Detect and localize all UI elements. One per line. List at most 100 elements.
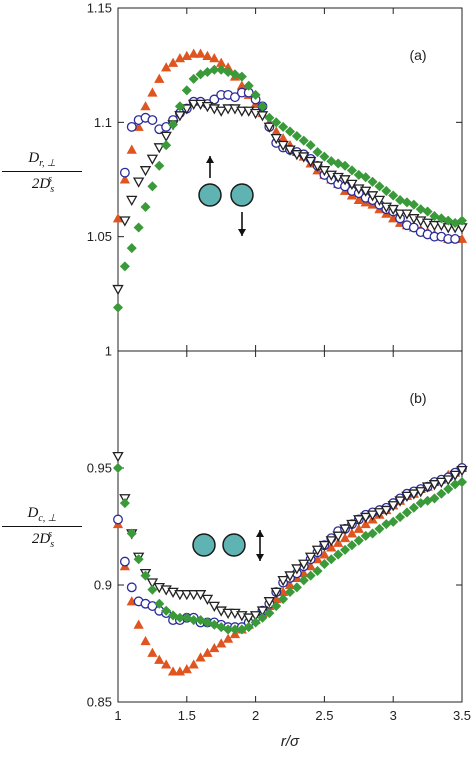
xtick-label: 1 [114, 708, 121, 723]
data-point-a-s3 [401, 197, 412, 208]
data-point-b-s0 [319, 549, 330, 559]
data-point-b-s3 [188, 615, 199, 626]
ytick-label-a: 1.15 [87, 1, 112, 16]
data-point-b-s0 [195, 652, 206, 662]
data-point-a-s3 [340, 160, 351, 171]
data-point-b-s3 [154, 598, 165, 609]
data-point-b-s0 [216, 638, 227, 648]
data-point-b-s2 [243, 613, 255, 624]
data-point-a-s3 [112, 302, 124, 313]
data-point-a-s3 [236, 71, 247, 82]
data-point-b-s3 [326, 554, 337, 565]
data-point-a-s2 [394, 209, 406, 220]
data-point-b-s2 [366, 510, 379, 521]
data-point-a-s3 [161, 140, 172, 151]
data-point-b-s3 [408, 502, 419, 513]
data-point-b-s3 [264, 608, 275, 619]
data-point-b-s3 [291, 582, 302, 593]
data-point-b-s2 [415, 487, 427, 498]
data-point-b-s2 [277, 575, 289, 587]
data-point-a-s2 [215, 106, 227, 117]
data-point-a-s3 [174, 101, 185, 112]
data-point-b-s2 [222, 608, 234, 620]
data-point-b-s3 [223, 624, 234, 635]
data-point-a-s0 [161, 62, 172, 72]
data-point-b-s2 [428, 480, 441, 491]
data-point-a-s0 [195, 48, 206, 58]
data-point-b-s2 [263, 597, 276, 608]
arrow-up-icon-head [206, 156, 214, 163]
data-point-b-s3 [456, 477, 468, 488]
data-point-b-s2 [353, 515, 365, 526]
data-point-b-s2 [339, 524, 351, 535]
data-point-a-s3 [367, 176, 378, 187]
data-point-b-s2 [332, 531, 344, 542]
data-point-b-s2 [435, 477, 448, 488]
data-point-b-s2 [174, 590, 186, 601]
data-point-b-s2 [256, 606, 269, 617]
data-point-b-s3 [271, 601, 282, 612]
data-point-b-s3 [140, 570, 151, 581]
data-point-a-s3 [278, 121, 289, 132]
data-point-a-s3 [140, 201, 151, 212]
data-point-b-s3 [319, 558, 330, 569]
xtick-label: 3.5 [453, 708, 471, 723]
data-point-b-s2 [408, 489, 420, 500]
data-point-a-s2 [256, 111, 269, 122]
data-point-b-s3 [147, 584, 158, 595]
data-point-b-s2 [380, 505, 393, 517]
data-point-a-s3 [119, 261, 130, 272]
data-point-a-s2 [132, 177, 145, 188]
ytick-label-a: 1 [105, 344, 112, 359]
data-point-a-s3 [271, 117, 282, 128]
data-point-a-s1 [450, 234, 461, 244]
ytick-label-b: 0.95 [87, 461, 112, 476]
data-point-b-s2 [270, 587, 282, 598]
data-point-b-s0 [326, 542, 337, 552]
data-point-a-s3 [264, 112, 275, 123]
panel-label-a: (a) [409, 47, 426, 63]
data-point-b-s2 [291, 564, 303, 575]
data-point-a-s0 [209, 53, 220, 63]
ylabel-b-numerator: Dc, ⊥ [2, 505, 82, 527]
arrow-down-icon-head [238, 229, 246, 236]
data-point-b-s0 [133, 619, 144, 629]
data-point-a-s0 [202, 50, 213, 61]
data-point-b-s3 [112, 462, 124, 474]
data-point-b-s2 [112, 451, 124, 463]
data-point-b-s3 [250, 617, 261, 628]
data-point-b-s2 [318, 540, 331, 552]
data-point-b-s3 [168, 610, 179, 621]
data-point-a-s0 [140, 101, 151, 111]
data-point-b-s2 [401, 491, 413, 503]
data-point-a-s3 [443, 215, 454, 226]
data-point-b-s3 [429, 493, 440, 504]
data-point-b-s3 [126, 528, 137, 539]
data-point-b-s2 [359, 512, 372, 524]
data-point-a-s2 [146, 154, 159, 165]
data-point-a-s3 [257, 101, 268, 112]
ytick-label-a: 1.05 [87, 229, 112, 244]
data-point-b-s1 [119, 556, 130, 567]
data-point-a-s1 [230, 92, 240, 103]
data-point-b-s0 [188, 659, 199, 669]
data-point-b-s0 [181, 664, 192, 674]
data-point-a-s3 [408, 199, 419, 210]
data-point-b-s0 [353, 523, 364, 533]
data-point-a-s3 [250, 89, 261, 100]
ylabel-a-numerator: Dr, ⊥ [2, 150, 82, 172]
data-point-a-s3 [284, 126, 296, 137]
data-point-b-s3 [174, 612, 185, 623]
data-point-a-s3 [188, 73, 199, 84]
data-point-a-s1 [119, 167, 130, 178]
ytick-label-b: 0.85 [87, 695, 112, 710]
data-point-b-s0 [161, 659, 172, 669]
ylabel-a-denominator: 2Dss [31, 174, 55, 195]
data-point-a-s2 [373, 195, 386, 207]
data-point-a-s3 [133, 222, 144, 233]
data-point-b-s0 [154, 654, 165, 664]
data-point-a-s0 [126, 144, 137, 154]
data-point-b-s0 [209, 642, 220, 653]
data-point-b-s3 [443, 484, 454, 495]
